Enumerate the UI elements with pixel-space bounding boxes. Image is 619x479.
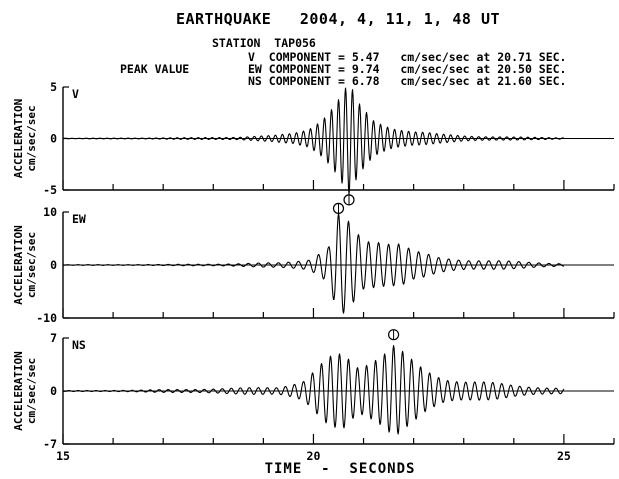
component-label-ew: EW (72, 212, 86, 226)
y-tick-label: -7 (43, 437, 57, 451)
waveform-v (62, 87, 565, 195)
y-tick-label: 0 (50, 132, 57, 146)
component-label-v: V (72, 87, 79, 101)
x-tick-label: 20 (307, 449, 321, 463)
peak-value-label: PEAK VALUE (120, 62, 189, 76)
y-tick-label: 0 (50, 258, 57, 272)
station-label: STATION TAP056 (212, 36, 316, 50)
y-tick-label: -5 (43, 183, 57, 197)
y-axis-label: ACCELERATION (12, 225, 25, 304)
y-tick-label: 5 (50, 80, 57, 94)
chart-title: EARTHQUAKE 2004, 4, 11, 1, 48 UT (176, 10, 500, 28)
y-tick-label: -10 (36, 311, 57, 325)
peak-line-ew: EW COMPONENT = 9.74 cm/sec/sec at 20.50 … (248, 62, 567, 76)
y-axis-label: cm/sec/sec (25, 358, 38, 424)
peak-line-ns: NS COMPONENT = 6.78 cm/sec/sec at 21.60 … (248, 74, 567, 88)
component-label-ns: NS (72, 338, 86, 352)
panel-ns-component: 7 0 -715 20 25 ACCELERATION cm/sec/sec NS (12, 329, 615, 463)
y-axis-label: cm/sec/sec (25, 232, 38, 298)
x-axis-label: TIME - SECONDS (265, 461, 416, 477)
y-tick-label: 10 (43, 205, 57, 219)
x-tick-label: 15 (56, 449, 70, 463)
peak-line-v: V COMPONENT = 5.47 cm/sec/sec at 20.71 S… (248, 50, 567, 64)
x-tick-label: 25 (557, 449, 571, 463)
waveform-ew (62, 212, 564, 314)
y-axis-label: ACCELERATION (12, 99, 25, 178)
y-axis-label: ACCELERATION (12, 351, 25, 430)
y-axis-label: cm/sec/sec (25, 105, 38, 171)
y-tick-label: 7 (50, 331, 57, 345)
panel-v-component: 5 0 -5 ACCELERATION cm/sec/sec V (12, 80, 615, 206)
panel-ew-component: 10 0 -10 ACCELERATION cm/sec/sec EW (12, 202, 615, 325)
waveform-ns (62, 345, 565, 435)
y-tick-label: 0 (50, 384, 57, 398)
